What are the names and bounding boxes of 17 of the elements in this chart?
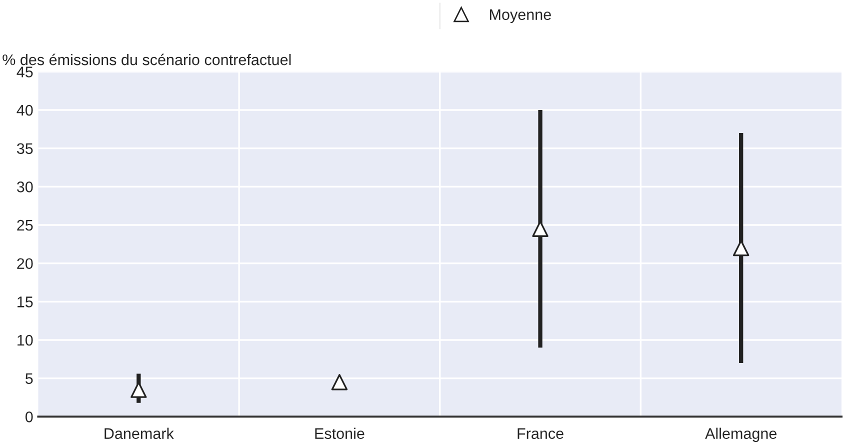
- y-tick-label: 35: [16, 143, 33, 154]
- y-tick-label: 40: [16, 104, 33, 116]
- point: [331, 374, 348, 390]
- x-tick-label: France: [518, 428, 564, 439]
- y-tick-label: 20: [17, 258, 33, 270]
- y-tick-label: 25: [17, 220, 33, 231]
- y-tick-label: 10: [18, 334, 33, 346]
- y-tick-label: 15: [18, 296, 33, 308]
- x-tick-label: Estonie: [315, 428, 364, 439]
- x-tick-label: Allemagne: [705, 428, 777, 442]
- y-tick-label: 0: [25, 412, 33, 422]
- y-tick-label: 30: [16, 182, 33, 192]
- y-axis-title: % des émissions du scénario contrefactuel: [2, 54, 291, 66]
- legend-label: Moyenne: [490, 9, 551, 24]
- y-tick-label: 45: [16, 66, 33, 78]
- y-tick-label: 5: [26, 373, 33, 384]
- x-tick-label: Danemark: [104, 428, 174, 439]
